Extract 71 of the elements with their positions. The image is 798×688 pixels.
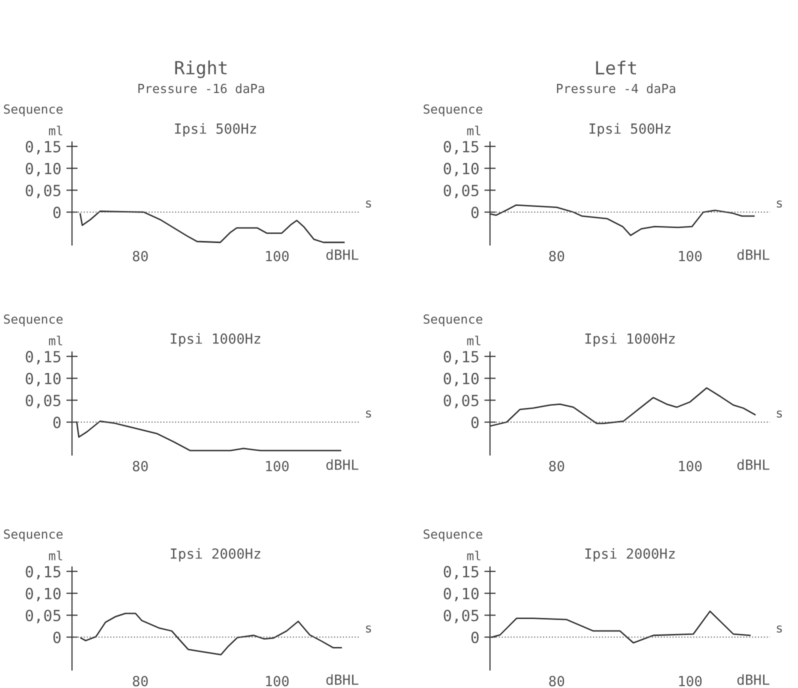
text: Pressure -16 daPa xyxy=(138,84,264,94)
y-axis-title: ml xyxy=(467,126,480,136)
y-axis-title: ml xyxy=(49,550,62,560)
y-tick-label: 0 xyxy=(471,416,479,428)
x-tick-label: 80 xyxy=(132,460,148,472)
y-tick-label: 0,05 xyxy=(26,184,60,198)
chart-title: Ipsi 500Hz xyxy=(590,123,670,137)
x-axis-title: dBHL xyxy=(737,459,770,470)
text: s xyxy=(366,200,372,208)
text: s xyxy=(776,410,782,418)
chart-title: Ipsi 1000Hz xyxy=(585,333,675,347)
y-tick-label: 0,05 xyxy=(444,610,478,624)
x-axis-title: dBHL xyxy=(326,674,358,685)
y-axis-title: ml xyxy=(49,126,62,136)
y-tick-label: 0,15 xyxy=(26,140,60,154)
x-tick-label: 100 xyxy=(266,460,289,472)
y-tick-label: 0,15 xyxy=(444,566,478,580)
text: s xyxy=(776,200,782,208)
chart-title: Ipsi 2000Hz xyxy=(585,548,675,562)
x-axis-title: dBHL xyxy=(326,249,358,260)
y-tick-label: 0,10 xyxy=(444,588,479,602)
chart-title: Ipsi 1000Hz xyxy=(170,333,260,347)
y-tick-label: 0,10 xyxy=(26,588,61,602)
chart-subtitle: Sequence xyxy=(424,314,482,326)
chart-title: Ipsi 500Hz xyxy=(175,123,256,137)
x-tick-label: 100 xyxy=(266,676,289,686)
y-tick-label: 0,10 xyxy=(26,372,61,386)
x-tick-label: 100 xyxy=(679,460,702,472)
x-tick-label: 80 xyxy=(549,460,564,472)
x-tick-label: 100 xyxy=(679,250,702,262)
y-axis-title: ml xyxy=(467,550,480,560)
chart-subtitle: Sequence xyxy=(4,314,63,326)
text: Pressure -4 daPa xyxy=(557,84,676,94)
chart-title: Ipsi 2000Hz xyxy=(170,548,260,562)
x-tick-label: 80 xyxy=(132,676,148,686)
chart-subtitle: Sequence xyxy=(4,529,63,542)
chart-subtitle: Sequence xyxy=(424,529,482,542)
y-axis-title: ml xyxy=(467,336,480,346)
text: s xyxy=(776,625,782,633)
y-tick-label: 0,10 xyxy=(26,162,61,176)
text: Right xyxy=(175,60,227,78)
x-axis-title: dBHL xyxy=(326,459,358,470)
y-tick-label: 0,05 xyxy=(26,610,60,624)
x-axis-title: dBHL xyxy=(737,674,770,685)
x-axis-title: dBHL xyxy=(737,249,770,260)
text: s xyxy=(366,625,372,633)
y-tick-label: 0 xyxy=(53,632,61,644)
y-tick-label: 0 xyxy=(471,632,479,644)
y-tick-label: 0,15 xyxy=(26,350,60,364)
x-tick-label: 80 xyxy=(549,250,564,262)
y-tick-label: 0,05 xyxy=(444,394,478,408)
x-tick-label: 100 xyxy=(679,676,702,686)
text: s xyxy=(366,410,372,418)
x-tick-label: 80 xyxy=(132,250,148,262)
y-tick-label: 0 xyxy=(53,206,61,218)
y-tick-label: 0,05 xyxy=(444,184,478,198)
y-axis-title: ml xyxy=(49,336,62,346)
x-tick-label: 80 xyxy=(549,676,564,686)
text: Left xyxy=(596,60,636,75)
chart-subtitle: Sequence xyxy=(4,104,63,116)
chart-subtitle: Sequence xyxy=(424,104,482,116)
y-tick-label: 0,10 xyxy=(444,372,479,386)
line-series xyxy=(80,612,342,656)
y-tick-label: 0,05 xyxy=(26,394,60,408)
y-tick-label: 0 xyxy=(53,416,61,428)
x-tick-label: 100 xyxy=(266,250,289,262)
y-tick-label: 0,15 xyxy=(444,140,478,154)
y-tick-label: 0,10 xyxy=(444,162,479,176)
y-tick-label: 0,15 xyxy=(26,566,60,580)
y-tick-label: 0,15 xyxy=(444,350,478,364)
y-tick-label: 0 xyxy=(471,206,479,218)
